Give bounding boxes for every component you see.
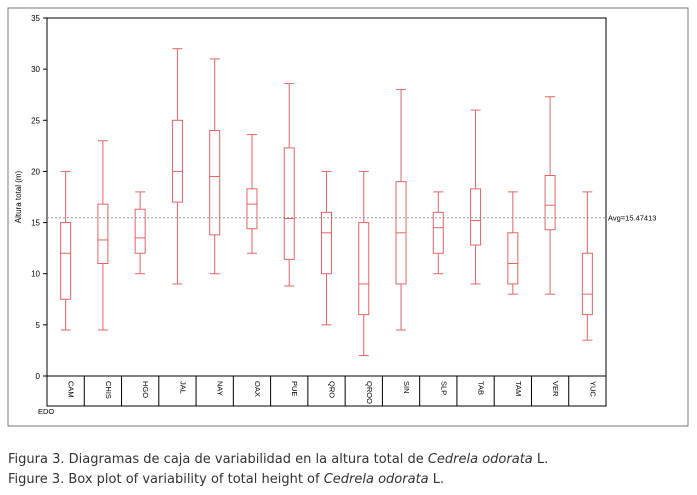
category-label: YUC <box>588 381 597 397</box>
box-iqr <box>134 208 146 254</box>
box-iqr <box>321 211 332 275</box>
category-label: SLP <box>439 381 448 395</box>
caption-english-prefix: Figure 3. Box plot of variability of tot… <box>8 472 324 487</box>
category-band <box>46 375 607 407</box>
category-label: VER <box>551 381 560 397</box>
y-tick-label: 25 <box>31 116 40 125</box>
box-iqr <box>470 188 482 246</box>
caption-spanish-species: Cedrela odorata <box>427 452 533 467</box>
category-label: CAM <box>67 381 76 398</box>
caption-english: Figure 3. Box plot of variability of tot… <box>8 472 444 487</box>
caption-spanish-prefix: Figura 3. Diagramas de caja de variabili… <box>8 452 428 467</box>
category-label: QROO <box>365 381 374 404</box>
box-iqr <box>209 130 221 236</box>
box-iqr <box>60 222 72 300</box>
average-reference-label: Avg=15.47413 <box>608 214 656 223</box>
caption-spanish-suffix: L. <box>532 452 549 467</box>
category-label: HGO <box>141 381 150 398</box>
y-tick-label: 0 <box>36 372 41 381</box>
box-iqr <box>544 175 556 231</box>
y-tick-label: 30 <box>31 65 40 74</box>
category-label: NAY <box>216 381 225 396</box>
y-tick-label: 5 <box>36 321 41 330</box>
box-iqr <box>97 203 109 264</box>
box-iqr <box>171 119 183 203</box>
y-tick-label: 35 <box>31 14 40 23</box>
box-iqr <box>283 147 295 260</box>
outer-border <box>7 7 689 427</box>
box-iqr <box>246 188 258 230</box>
y-tick-label: 15 <box>31 219 40 228</box>
caption-spanish: Figura 3. Diagramas de caja de variabili… <box>8 452 548 467</box>
x-axis-label: EDO <box>38 407 54 416</box>
category-label: TAM <box>514 381 523 396</box>
category-label: CHIS <box>104 381 113 399</box>
box-iqr <box>507 232 519 285</box>
category-label: JAL <box>178 381 187 394</box>
boxplot-chart: 0 5 10 15 20 25 30 35 Altura total (m) CAM CHIS HGO… <box>14 14 656 416</box>
box-iqr <box>432 211 444 254</box>
y-tick-label: 10 <box>31 270 40 279</box>
y-axis-label: Altura total (m) <box>14 170 23 223</box>
caption-english-suffix: L. <box>428 472 445 487</box>
box-iqr <box>581 252 593 316</box>
y-tick-label: 20 <box>31 167 40 176</box>
category-label: SIN <box>402 381 411 394</box>
category-label: QRO <box>328 381 337 398</box>
category-label: TAB <box>477 381 486 395</box>
category-label: PUE <box>290 381 299 396</box>
category-label: OAX <box>253 381 262 397</box>
caption-english-species: Cedrela odorata <box>323 472 429 487</box>
box-iqr <box>358 222 370 316</box>
